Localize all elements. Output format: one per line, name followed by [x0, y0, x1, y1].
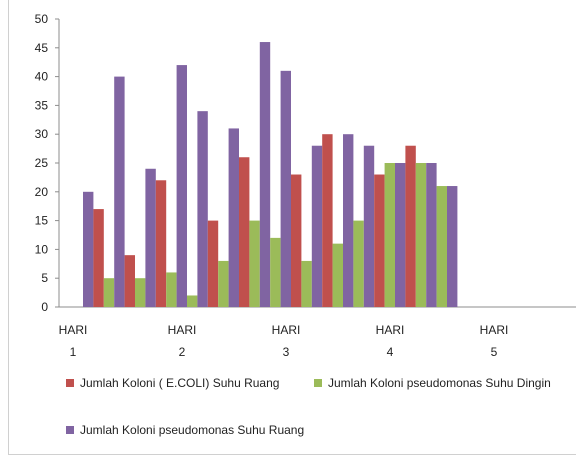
legend-label-pseudomonas-dingin: Jumlah Koloni pseudomonas Suhu Dingin — [328, 376, 551, 390]
bar-11 — [187, 295, 198, 307]
bar-7 — [145, 168, 156, 307]
legend-label-ecoli-ruang: Jumlah Koloni ( E.COLI) Suhu Ruang — [80, 376, 280, 390]
bar-18 — [259, 42, 271, 307]
x-category-number: 1 — [70, 345, 77, 359]
y-tick-label: 20 — [35, 185, 49, 199]
y-tick-label: 5 — [41, 271, 48, 285]
bar-chart: 05101520253035404550HARI1HARI2HARI3HARI4… — [35, 12, 576, 359]
x-category-label: HARI — [168, 323, 197, 337]
bar-25 — [332, 243, 343, 307]
bar-35 — [436, 186, 447, 307]
bar-36 — [447, 186, 458, 307]
y-tick-label: 40 — [35, 70, 49, 84]
bar-31 — [395, 163, 406, 307]
chart-frame — [8, 0, 576, 455]
bar-3 — [103, 278, 115, 307]
bar-28 — [363, 145, 375, 307]
bar-17 — [249, 220, 260, 307]
y-tick-label: 50 — [35, 12, 49, 26]
bar-15 — [228, 128, 239, 307]
x-category-label: HARI — [480, 323, 509, 337]
bar-12 — [197, 111, 208, 307]
legend-swatch-pseudomonas-dingin — [314, 379, 322, 387]
bar-5 — [124, 255, 135, 307]
bar-16 — [239, 157, 250, 307]
legend-item-pseudomonas-ruang: Jumlah Koloni pseudomonas Suhu Ruang — [66, 423, 304, 437]
x-category-number: 3 — [283, 345, 290, 359]
bar-33 — [415, 163, 427, 307]
x-category-label: HARI — [376, 323, 405, 337]
bar-34 — [426, 163, 437, 307]
bar-13 — [207, 220, 219, 307]
bar-30 — [384, 163, 395, 307]
y-tick-label: 25 — [35, 156, 49, 170]
x-category-label: HARI — [59, 323, 88, 337]
bar-8 — [155, 180, 167, 307]
bars — [83, 42, 458, 307]
x-category-label: HARI — [272, 323, 301, 337]
y-tick-label: 35 — [35, 98, 49, 112]
bar-20 — [280, 70, 291, 307]
bar-24 — [322, 134, 333, 307]
legend-swatch-ecoli-ruang — [66, 379, 74, 387]
legend-label-pseudomonas-ruang: Jumlah Koloni pseudomonas Suhu Ruang — [80, 423, 305, 437]
y-tick-label: 45 — [35, 41, 49, 55]
bar-19 — [270, 237, 281, 307]
bar-21 — [291, 174, 302, 307]
bar-23 — [311, 145, 323, 307]
labels: 05101520253035404550HARI1HARI2HARI3HARI4… — [35, 12, 509, 359]
y-tick-label: 0 — [41, 300, 48, 314]
bar-26 — [343, 134, 354, 307]
legend-item-pseudomonas-dingin: Jumlah Koloni pseudomonas Suhu Dingin — [314, 376, 551, 390]
x-category-number: 4 — [387, 345, 394, 359]
y-tick-label: 30 — [35, 127, 49, 141]
bar-27 — [353, 220, 364, 307]
bar-9 — [166, 272, 177, 307]
bar-6 — [135, 278, 146, 307]
y-tick-label: 15 — [35, 214, 49, 228]
x-category-number: 5 — [491, 345, 498, 359]
legend-swatch-pseudomonas-ruang — [66, 426, 74, 434]
bar-1 — [83, 191, 94, 307]
bar-2 — [93, 209, 104, 307]
bar-22 — [301, 260, 312, 307]
bar-4 — [114, 76, 125, 307]
bar-29 — [374, 174, 385, 307]
bar-32 — [405, 145, 416, 307]
bar-10 — [176, 65, 187, 307]
y-tick-label: 10 — [35, 242, 49, 256]
bar-14 — [218, 260, 229, 307]
legend-item-ecoli-ruang: Jumlah Koloni ( E.COLI) Suhu Ruang — [66, 376, 279, 390]
x-category-number: 2 — [179, 345, 186, 359]
